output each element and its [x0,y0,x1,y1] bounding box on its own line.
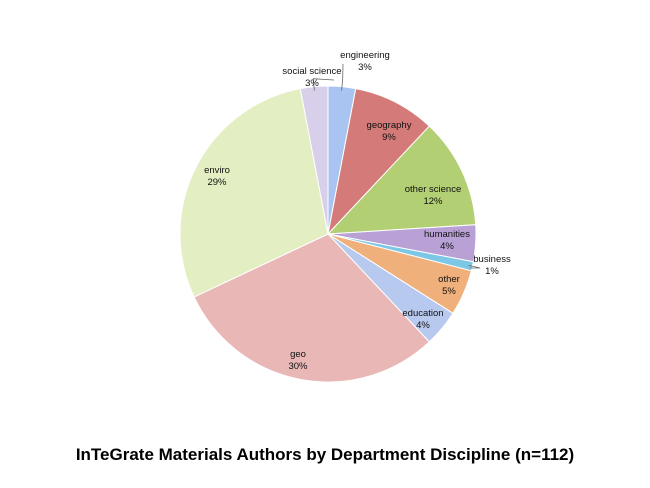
leader-line-social-science [312,78,335,91]
slice-label-engineering: engineering 3% [340,50,390,73]
slice-label-social-science: social science 3% [282,66,341,89]
slice-label-other: other 5% [438,274,460,297]
leader-line-engineering [341,63,344,91]
slice-label-geo: geo 30% [288,349,308,372]
pie-slice-geography [327,88,431,236]
slice-label-other-science: other science 12% [405,184,462,207]
leader-line-business [468,265,481,269]
slice-label-humanities: humanities 4% [424,229,470,252]
slice-label-education: education 4% [402,308,443,331]
pie-slice-geo [193,233,431,383]
pie-slice-enviro [179,88,329,298]
slice-label-geography: geography 9% [367,120,412,143]
slice-label-business: business 1% [473,254,511,277]
chart-title: InTeGrate Materials Authors by Departmen… [75,445,575,464]
pie-slice-other-science [326,125,477,235]
slice-label-enviro: enviro 29% [204,165,230,188]
